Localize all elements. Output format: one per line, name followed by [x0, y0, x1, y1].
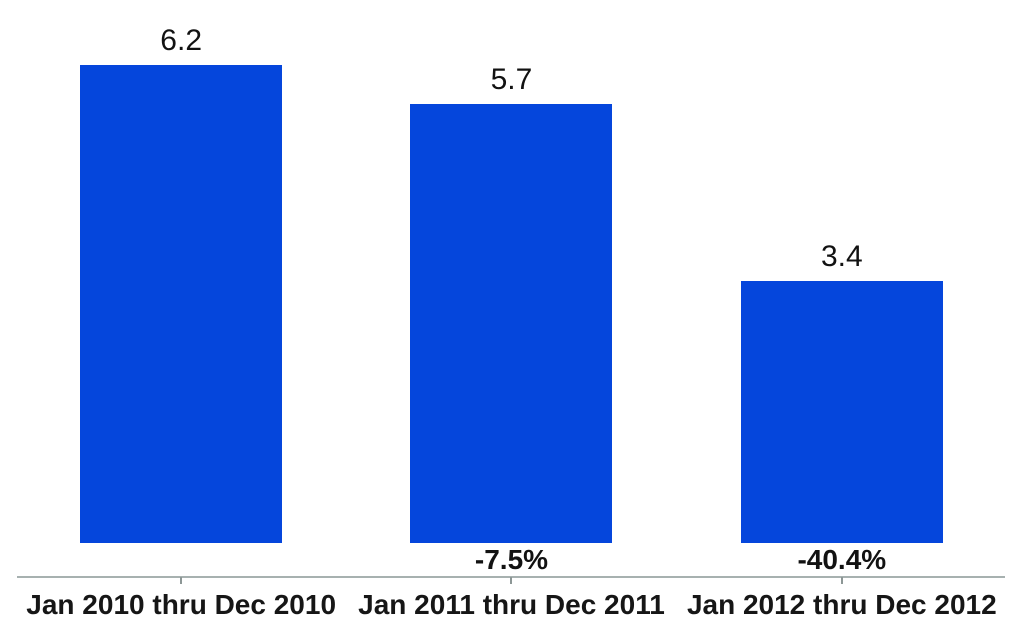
pct-change-label: -40.4% [797, 544, 887, 575]
axis-tick [180, 577, 183, 584]
pct-change-label [16, 543, 346, 577]
axis-tick [510, 577, 513, 584]
bar-group: 6.2 [16, 0, 346, 543]
bar [80, 65, 283, 543]
bar [740, 281, 943, 543]
plot-area: 6.2 5.7 3.4 [16, 0, 1007, 543]
pct-change-row: -7.5% -40.4% [16, 543, 1007, 577]
category-label: Jan 2011 thru Dec 2011 [358, 589, 665, 620]
bar [410, 104, 613, 543]
bar-group: 3.4 [677, 0, 1007, 543]
x-axis-ticks [16, 577, 1007, 584]
category-label: Jan 2010 thru Dec 2010 [26, 589, 337, 620]
bar-group: 5.7 [346, 0, 676, 543]
bar-value-label: 5.7 [490, 63, 533, 96]
x-axis-labels: Jan 2010 thru Dec 2010 Jan 2011 thru Dec… [16, 588, 1007, 621]
category-label: Jan 2012 thru Dec 2012 [686, 589, 997, 620]
axis-tick [840, 577, 843, 584]
bar-value-label: 3.4 [820, 240, 863, 273]
pct-change-label: -7.5% [474, 544, 549, 575]
bar-value-label: 6.2 [160, 24, 203, 57]
